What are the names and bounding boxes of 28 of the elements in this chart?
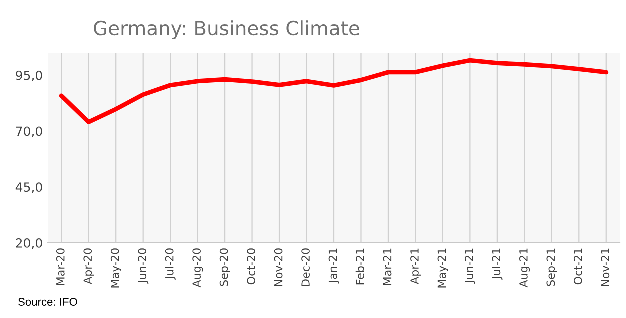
y-tick-label: 95,0	[16, 70, 42, 82]
x-tick-label: Jan-21	[328, 248, 340, 284]
y-tick-label: 70,0	[16, 126, 42, 138]
x-tick-label: Feb-21	[356, 248, 364, 285]
x-tick-label: Jul-21	[492, 248, 503, 280]
x-tick-label: Jul-20	[165, 248, 176, 280]
x-tick-label: Apr-21	[410, 248, 422, 284]
x-tick-label: Aug-21	[519, 248, 530, 288]
y-tick-label: 20,0	[16, 238, 42, 250]
x-tick-label: Mar-21	[383, 248, 392, 286]
line-series	[59, 58, 609, 125]
x-tick-label: May-20	[110, 248, 122, 288]
x-tick-label: Jun-21	[465, 248, 476, 284]
y-tick-label: 45,0	[16, 182, 42, 194]
x-tick-label: Sep-20	[220, 248, 230, 286]
x-tick-label: May-21	[438, 248, 448, 288]
x-tick-label: Nov-21	[601, 248, 610, 286]
x-tick-label: Dec-20	[302, 248, 310, 286]
chart-title: Germany: Business Climate	[94, 20, 360, 40]
x-tick-label: Apr-20	[84, 248, 94, 284]
x-tick-label: Aug-20	[192, 248, 204, 288]
x-tick-label: Jun-20	[138, 248, 149, 284]
x-tick-label: Nov-20	[274, 248, 283, 286]
source-note: Source: IFO	[18, 298, 78, 306]
x-tick-label: Sep-21	[546, 248, 558, 286]
x-tick-label: Mar-20	[56, 248, 65, 286]
x-tick-label: Oct-20	[247, 248, 256, 285]
x-tick-label: Oct-21	[574, 248, 582, 285]
